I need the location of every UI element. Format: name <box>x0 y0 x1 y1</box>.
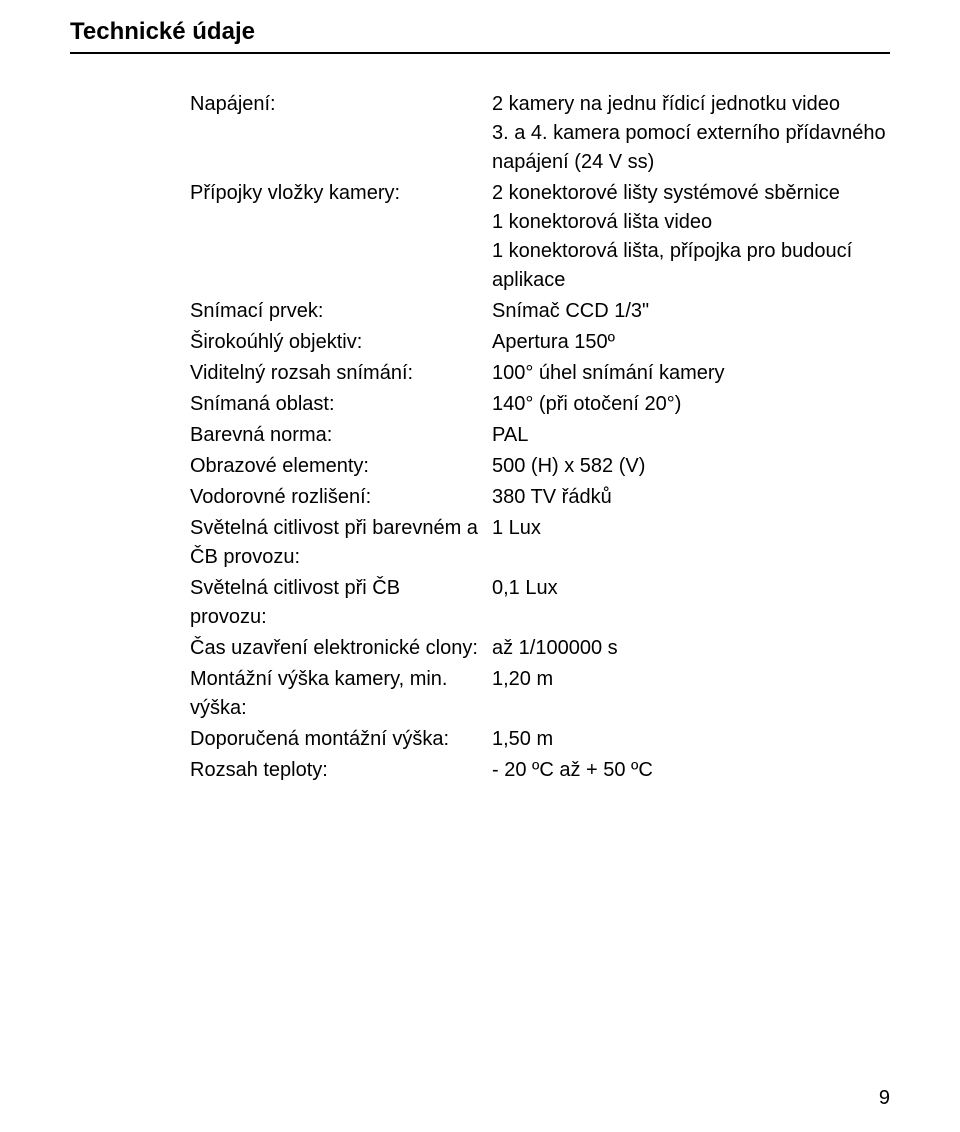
spec-row: Barevná norma:PAL <box>190 421 890 450</box>
spec-value-line: Apertura 150º <box>492 328 890 357</box>
spec-value: 1,20 m <box>492 665 890 694</box>
spec-label: Barevná norma: <box>190 421 492 450</box>
spec-value: 140° (při otočení 20°) <box>492 390 890 419</box>
spec-value: 2 konektorové lišty systémové sběrnice1 … <box>492 179 890 295</box>
spec-value-line: Snímač CCD 1/3" <box>492 297 890 326</box>
spec-label: Snímaná oblast: <box>190 390 492 419</box>
spec-value: 1,50 m <box>492 725 890 754</box>
spec-value-line: 1 konektorová lišta, přípojka pro budouc… <box>492 237 890 295</box>
spec-value-line: 2 kamery na jednu řídicí jednotku video <box>492 90 890 119</box>
spec-value-line: 1,50 m <box>492 725 890 754</box>
spec-row: Přípojky vložky kamery:2 konektorové liš… <box>190 179 890 295</box>
spec-value: - 20 ºC až + 50 ºC <box>492 756 890 785</box>
spec-label: Vodorovné rozlišení: <box>190 483 492 512</box>
spec-value-line: 100° úhel snímání kamery <box>492 359 890 388</box>
spec-row: Obrazové elementy:500 (H) x 582 (V) <box>190 452 890 481</box>
spec-label: Doporučená montážní výška: <box>190 725 492 754</box>
spec-label: Širokoúhlý objektiv: <box>190 328 492 357</box>
spec-label: Světelná citlivost při ČB provozu: <box>190 574 492 632</box>
spec-list: Napájení:2 kamery na jednu řídicí jednot… <box>190 90 890 785</box>
spec-value-line: 2 konektorové lišty systémové sběrnice <box>492 179 890 208</box>
spec-label: Rozsah teploty: <box>190 756 492 785</box>
spec-label: Obrazové elementy: <box>190 452 492 481</box>
spec-value: 0,1 Lux <box>492 574 890 603</box>
spec-value: až 1/100000 s <box>492 634 890 663</box>
spec-value-line: 0,1 Lux <box>492 574 890 603</box>
spec-value: 100° úhel snímání kamery <box>492 359 890 388</box>
section-title: Technické údaje <box>70 18 890 46</box>
spec-value-line: - 20 ºC až + 50 ºC <box>492 756 890 785</box>
spec-row: Rozsah teploty:- 20 ºC až + 50 ºC <box>190 756 890 785</box>
spec-row: Snímaná oblast:140° (při otočení 20°) <box>190 390 890 419</box>
spec-value-line: PAL <box>492 421 890 450</box>
spec-value-line: 1 konektorová lišta video <box>492 208 890 237</box>
spec-label: Přípojky vložky kamery: <box>190 179 492 208</box>
spec-value: Snímač CCD 1/3" <box>492 297 890 326</box>
spec-value: Apertura 150º <box>492 328 890 357</box>
spec-row: Širokoúhlý objektiv:Apertura 150º <box>190 328 890 357</box>
spec-label: Snímací prvek: <box>190 297 492 326</box>
spec-label: Viditelný rozsah snímání: <box>190 359 492 388</box>
spec-row: Čas uzavření elektronické clony:až 1/100… <box>190 634 890 663</box>
spec-row: Světelná citlivost při ČB provozu:0,1 Lu… <box>190 574 890 632</box>
spec-row: Snímací prvek:Snímač CCD 1/3" <box>190 297 890 326</box>
spec-row: Montážní výška kamery, min. výška:1,20 m <box>190 665 890 723</box>
spec-value: PAL <box>492 421 890 450</box>
section-rule <box>70 52 890 54</box>
spec-value-line: 1,20 m <box>492 665 890 694</box>
spec-value-line: 140° (při otočení 20°) <box>492 390 890 419</box>
spec-value-line: 500 (H) x 582 (V) <box>492 452 890 481</box>
spec-label: Světelná citlivost při barevném a ČB pro… <box>190 514 492 572</box>
spec-row: Vodorovné rozlišení:380 TV řádků <box>190 483 890 512</box>
spec-value-line: až 1/100000 s <box>492 634 890 663</box>
spec-label: Montážní výška kamery, min. výška: <box>190 665 492 723</box>
spec-row: Doporučená montážní výška:1,50 m <box>190 725 890 754</box>
spec-value-line: 3. a 4. kamera pomocí externího přídavné… <box>492 119 890 177</box>
spec-row: Viditelný rozsah snímání:100° úhel snímá… <box>190 359 890 388</box>
spec-value: 2 kamery na jednu řídicí jednotku video3… <box>492 90 890 177</box>
spec-label: Čas uzavření elektronické clony: <box>190 634 492 663</box>
spec-label: Napájení: <box>190 90 492 119</box>
page-number: 9 <box>879 1087 890 1110</box>
spec-value-line: 1 Lux <box>492 514 890 543</box>
spec-value: 1 Lux <box>492 514 890 543</box>
spec-value: 500 (H) x 582 (V) <box>492 452 890 481</box>
spec-row: Světelná citlivost při barevném a ČB pro… <box>190 514 890 572</box>
spec-value: 380 TV řádků <box>492 483 890 512</box>
spec-value-line: 380 TV řádků <box>492 483 890 512</box>
spec-row: Napájení:2 kamery na jednu řídicí jednot… <box>190 90 890 177</box>
